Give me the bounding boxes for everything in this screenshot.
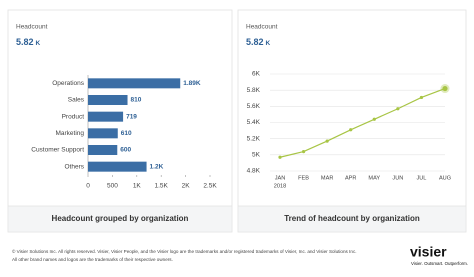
x-tick-label: FEB [298, 175, 309, 181]
chart-panel: Headcount 5.82 K 0 500 1K 1.5K 2K 2.5K Operations… [7, 9, 233, 233]
logo: visier [410, 244, 447, 260]
caption-strip [8, 206, 232, 232]
bar [88, 78, 181, 89]
y-tick-label: 4.8K [247, 168, 261, 175]
category-label: Sales [68, 97, 85, 104]
caption-strip [238, 206, 466, 232]
footer-line: All other brand names and logos are the … [12, 257, 173, 262]
point [372, 117, 376, 121]
kpi-value: 5.82 [16, 37, 34, 47]
panel [237, 9, 467, 233]
point [301, 150, 306, 154]
footer: © Visier Solutions Inc. All rights reser… [12, 244, 468, 266]
x-sublabel: 2018 [274, 183, 286, 189]
panel-title: Headcount [246, 24, 278, 31]
value-label: 610 [121, 130, 132, 137]
tagline: Visier. Outsmart. Outperform. [411, 261, 468, 266]
y-tick-label: 5.2K [247, 135, 261, 142]
footer-line: © Visier Solutions Inc. All rights reser… [12, 248, 357, 254]
y-tick-label: 5.4K [247, 119, 261, 126]
kpi-unit: K [36, 40, 41, 47]
category-label: Customer Support [31, 147, 84, 154]
point [442, 85, 448, 92]
value-label: 810 [131, 97, 142, 104]
x-tick-label: MAR [321, 175, 333, 181]
line [279, 87, 446, 158]
panel-caption: Headcount grouped by organization [52, 214, 189, 223]
value-label: 1.2K [150, 163, 164, 170]
x-tick-label: JUL [416, 175, 426, 181]
kpi: 5.82 K [16, 37, 41, 47]
kpi-unit: K [266, 40, 271, 47]
point [349, 128, 353, 132]
bar [88, 95, 128, 105]
category-label: Operations [52, 80, 85, 87]
x-tick-label: MAY [368, 175, 380, 181]
value-label: 600 [120, 147, 131, 154]
y-tick-label: 6K [252, 71, 261, 78]
x-tick-label: 500 [107, 183, 118, 190]
x-tick-label: 1K [133, 183, 142, 190]
x-tick-label: JAN [275, 175, 286, 181]
y-tick-label: 5K [252, 152, 261, 159]
x-tick-label: JUN [392, 175, 403, 181]
y-tick-label: 5.6K [247, 103, 261, 110]
point [396, 107, 400, 111]
chart-panel: Headcount 5.82 K 4.8K 5K 5.2K 5.4K 5.6K 5.8K 6K JA… [237, 9, 467, 233]
kpi-value: 5.82 [246, 37, 264, 47]
x-tick-label: 0 [86, 183, 90, 190]
x-tick-label: 2K [182, 183, 191, 190]
bar [88, 145, 118, 155]
bar [88, 111, 124, 122]
value-label: 1.89K [183, 80, 201, 87]
x-tick-label: 1.5K [155, 183, 169, 190]
x-tick-label: APR [345, 175, 357, 181]
bar [88, 128, 118, 139]
point [419, 95, 424, 100]
panel-caption: Trend of headcount by organization [284, 214, 420, 223]
panel-title: Headcount [16, 24, 48, 31]
value-label: 719 [126, 113, 137, 120]
category-label: Marketing [55, 130, 84, 137]
point [325, 139, 329, 143]
category-label: Others [64, 163, 84, 170]
bar [88, 161, 147, 172]
x-tick-label: 2.5K [203, 183, 217, 190]
point [278, 155, 282, 159]
category-label: Product [62, 113, 85, 120]
x-tick-label: AUG [439, 175, 451, 181]
y-tick-label: 5.8K [247, 87, 261, 94]
kpi: 5.82 K [246, 37, 271, 47]
